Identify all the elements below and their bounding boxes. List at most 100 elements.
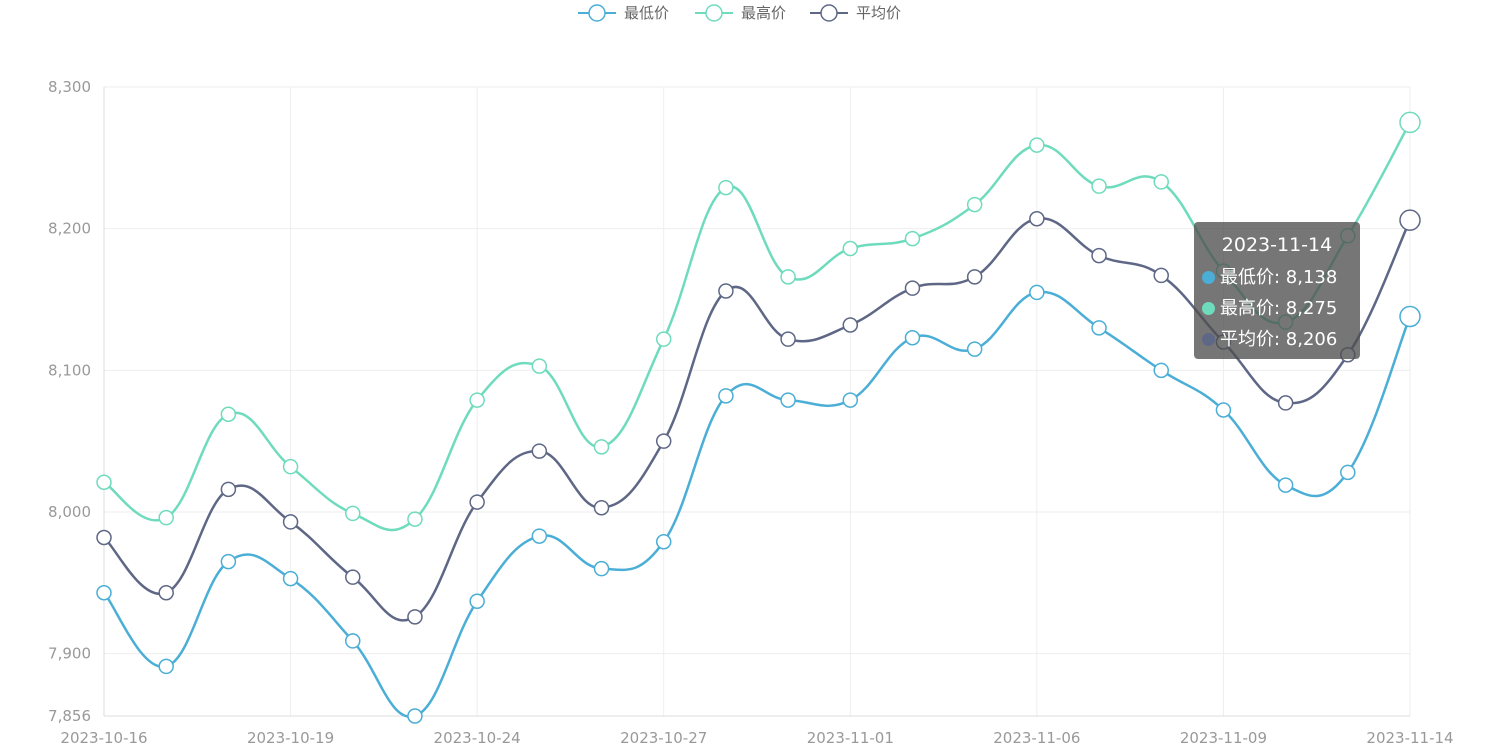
data-point[interactable]	[1340, 464, 1356, 481]
data-point[interactable]	[842, 240, 859, 257]
data-point[interactable]	[407, 511, 423, 527]
data-point[interactable]	[593, 560, 610, 577]
tooltip-row-min: 最低价: 8,138	[1202, 262, 1352, 293]
series-min	[96, 284, 1421, 724]
series-layer	[96, 111, 1421, 724]
data-point[interactable]	[1091, 178, 1107, 194]
data-point[interactable]	[966, 269, 983, 285]
data-point[interactable]	[1029, 211, 1045, 227]
tooltip: 2023-11-14 最低价: 8,138 最高价: 8,275 平均价: 8,…	[1194, 222, 1360, 359]
x-tick-label: 2023-11-09	[1180, 729, 1267, 747]
data-point[interactable]	[531, 443, 548, 459]
data-point[interactable]	[158, 509, 174, 526]
data-point[interactable]	[1153, 267, 1169, 284]
data-point[interactable]	[1091, 320, 1107, 336]
data-point[interactable]	[718, 283, 734, 299]
x-tick-label: 2023-11-14	[1366, 729, 1453, 747]
tooltip-title: 2023-11-14	[1221, 234, 1333, 256]
legend-label: 平均价	[856, 4, 901, 22]
data-point[interactable]	[531, 528, 548, 544]
data-point[interactable]	[655, 433, 672, 449]
data-point[interactable]	[96, 529, 112, 546]
data-point[interactable]	[1399, 305, 1421, 328]
tooltip-max-label: 最高价: 8,275	[1220, 298, 1338, 319]
data-point[interactable]	[780, 331, 796, 347]
data-point[interactable]	[96, 585, 112, 601]
data-point[interactable]	[1399, 111, 1421, 134]
data-point[interactable]	[1399, 209, 1421, 231]
data-point[interactable]	[345, 505, 361, 522]
data-point[interactable]	[282, 458, 299, 475]
x-tick-label: 2023-11-01	[807, 729, 894, 747]
legend-marker	[705, 4, 723, 22]
data-point[interactable]	[220, 481, 237, 498]
data-point[interactable]	[780, 269, 796, 285]
data-point[interactable]	[593, 500, 610, 516]
data-point[interactable]	[96, 474, 112, 490]
data-point[interactable]	[1277, 395, 1294, 411]
y-tick-label: 8,000	[48, 503, 91, 521]
legend-marker	[588, 4, 606, 22]
data-point[interactable]	[842, 317, 859, 333]
data-point[interactable]	[966, 196, 983, 213]
x-tick-label: 2023-10-27	[620, 729, 707, 747]
legend-item-min[interactable]: 最低价	[578, 4, 669, 22]
data-point[interactable]	[655, 331, 672, 347]
series-line	[103, 290, 1412, 718]
legend-marker	[820, 4, 838, 22]
data-point[interactable]	[1153, 174, 1169, 190]
data-point[interactable]	[718, 179, 734, 196]
data-point[interactable]	[407, 708, 423, 724]
legend-label: 最高价	[741, 4, 786, 22]
legend-item-avg[interactable]: 平均价	[810, 4, 901, 22]
data-point[interactable]	[655, 534, 672, 550]
data-point[interactable]	[1029, 284, 1045, 301]
data-point[interactable]	[158, 585, 174, 601]
data-point[interactable]	[469, 593, 485, 609]
x-tick-label: 2023-10-19	[247, 729, 334, 747]
data-point[interactable]	[904, 230, 921, 247]
grid-lines	[104, 86, 1411, 716]
y-tick-label: 8,300	[48, 78, 91, 96]
data-point[interactable]	[220, 406, 237, 422]
data-point[interactable]	[1277, 477, 1294, 493]
data-point[interactable]	[1091, 247, 1107, 264]
legend-label: 最低价	[624, 4, 669, 22]
series-color-dot	[1202, 333, 1215, 346]
tooltip-row-avg: 平均价: 8,206	[1202, 324, 1352, 355]
x-tick-label: 2023-10-24	[434, 729, 521, 747]
legend[interactable]: 最低价 最高价 平均价	[578, 4, 901, 22]
y-tick-label: 8,200	[48, 220, 91, 238]
data-point[interactable]	[1215, 402, 1232, 418]
data-point[interactable]	[282, 514, 299, 530]
x-tick-label: 2023-11-06	[993, 729, 1080, 747]
data-point[interactable]	[1029, 137, 1045, 153]
data-point[interactable]	[593, 439, 610, 455]
tooltip-avg-label: 平均价: 8,206	[1220, 329, 1338, 350]
data-point[interactable]	[345, 633, 361, 649]
y-tick-label: 8,100	[48, 361, 91, 379]
y-tick-label: 7,856	[48, 707, 91, 725]
data-point[interactable]	[407, 609, 423, 625]
data-point[interactable]	[220, 553, 237, 570]
data-point[interactable]	[469, 392, 485, 408]
data-point[interactable]	[904, 280, 921, 296]
data-point[interactable]	[158, 658, 174, 675]
data-point[interactable]	[282, 570, 299, 587]
legend-item-max[interactable]: 最高价	[695, 4, 786, 22]
tooltip-min-label: 最低价: 8,138	[1220, 267, 1338, 288]
x-tick-label: 2023-10-16	[60, 729, 147, 747]
data-point[interactable]	[904, 330, 921, 346]
data-point[interactable]	[966, 341, 983, 357]
data-point[interactable]	[469, 494, 485, 510]
data-point[interactable]	[1153, 362, 1169, 379]
series-color-dot	[1202, 302, 1215, 315]
data-point[interactable]	[345, 569, 361, 585]
data-point[interactable]	[531, 358, 548, 374]
data-point[interactable]	[842, 392, 859, 408]
axes: 7,856 7,900 8,000 8,100 8,200 8,300 2023-10-16…	[48, 78, 1454, 747]
data-point[interactable]	[780, 392, 796, 408]
y-tick-label: 7,900	[48, 645, 91, 663]
data-point[interactable]	[718, 388, 734, 404]
